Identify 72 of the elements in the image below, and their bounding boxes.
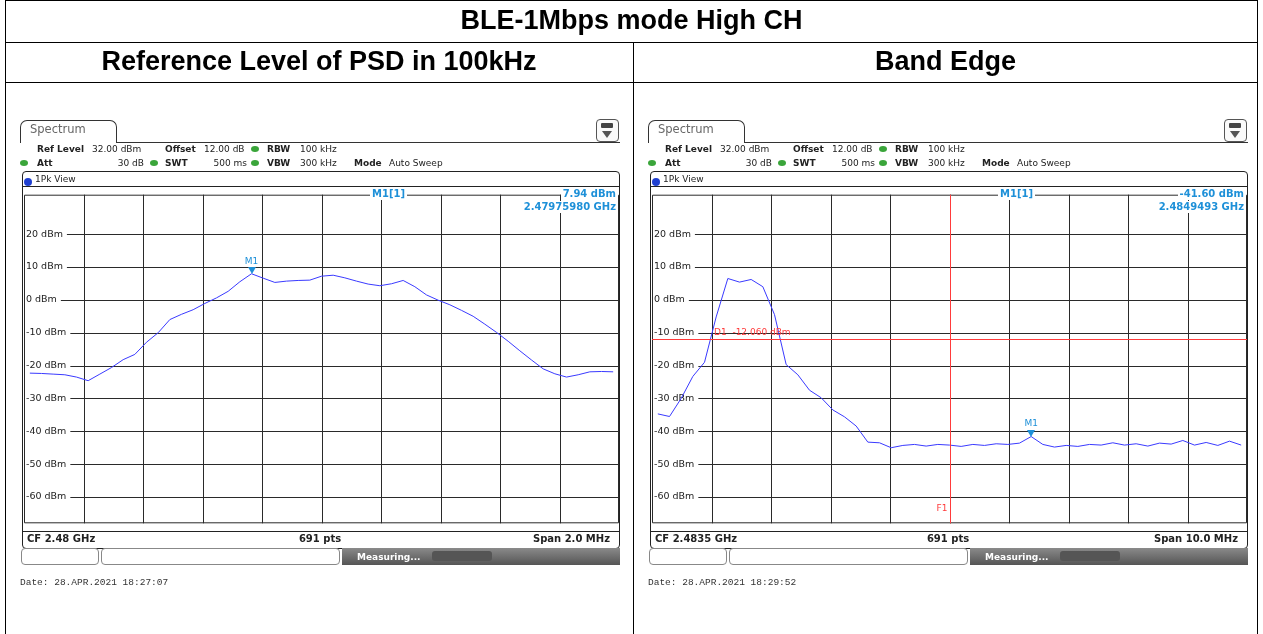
y-tick-label: 10 dBm <box>654 260 691 272</box>
text: Auto Sweep <box>389 157 443 169</box>
text: 1Pk View <box>663 173 704 185</box>
y-tick-label: -60 dBm <box>654 490 695 502</box>
text: Mode <box>354 157 382 169</box>
text: Date: 28.APR.2021 18:29:52 <box>648 577 797 589</box>
text: 691 pts <box>298 533 342 545</box>
text: Ref Level <box>37 143 84 155</box>
text: VBW <box>895 157 919 169</box>
text: F1 <box>936 503 948 514</box>
text: Auto Sweep <box>1017 157 1071 169</box>
text: Att <box>665 157 681 169</box>
y-tick-label: -40 dBm <box>654 424 695 436</box>
y-tick-label: -50 dBm <box>26 457 67 469</box>
text: 300 kHz <box>300 157 337 169</box>
y-tick-label: 10 dBm <box>26 260 63 272</box>
chart-title: Band Edge <box>874 46 1017 77</box>
y-tick-label: -50 dBm <box>654 457 695 469</box>
y-tick-label: 20 dBm <box>654 227 691 239</box>
chart-subtitle: Reference Level of PSD in 100kHz <box>100 46 538 77</box>
annotation: M1[1] <box>998 188 1036 200</box>
text: Att <box>37 157 53 169</box>
y-tick-label: -20 dBm <box>26 359 67 371</box>
text: 30 dB <box>745 157 772 169</box>
text: CF 2.4835 GHz <box>655 533 738 545</box>
text: 32.00 dBm <box>720 143 770 155</box>
text: 12.00 dB <box>204 143 245 155</box>
text: 300 kHz <box>928 157 965 169</box>
y-tick-label: -40 dBm <box>26 424 67 436</box>
y-tick-label: 0 dBm <box>26 293 57 305</box>
text: 100 kHz <box>928 143 965 155</box>
text: RBW <box>895 143 919 155</box>
annotation: 2.4849493 GHz <box>1156 201 1246 213</box>
annotation: M1 <box>1024 418 1038 429</box>
text: Offset <box>793 143 824 155</box>
y-tick-label: -20 dBm <box>654 359 695 371</box>
text: Offset <box>165 143 196 155</box>
text: Date: 28.APR.2021 18:27:07 <box>20 577 169 589</box>
text: 500 ms <box>841 157 875 169</box>
y-tick-label: -10 dBm <box>26 326 67 338</box>
text: Spectrum <box>30 122 86 136</box>
y-tick-label: 0 dBm <box>654 293 685 305</box>
text: Span 10.0 MHz <box>1153 533 1238 545</box>
text: 32.00 dBm <box>92 143 142 155</box>
annotation: M1[1] <box>370 188 408 200</box>
text: 30 dB <box>117 157 144 169</box>
text: Measuring... <box>985 551 1049 563</box>
text: Measuring... <box>357 551 421 563</box>
text: Spectrum <box>658 122 714 136</box>
annotation: -41.60 dBm <box>1177 188 1246 200</box>
text: 100 kHz <box>300 143 337 155</box>
text: SWT <box>793 157 816 169</box>
text: CF 2.48 GHz <box>27 533 96 545</box>
y-tick-label: -10 dBm <box>654 326 695 338</box>
text: 12.00 dB <box>832 143 873 155</box>
y-tick-label: -30 dBm <box>654 391 695 403</box>
annotation: M1 <box>244 255 259 266</box>
annotation: 2.47975980 GHz <box>521 201 618 213</box>
chart-title: BLE-1Mbps mode High CH <box>459 5 804 36</box>
annotation: 7.94 dBm <box>560 188 618 200</box>
text: RBW <box>267 143 291 155</box>
text: VBW <box>267 157 291 169</box>
text: Mode <box>982 157 1010 169</box>
text: SWT <box>165 157 188 169</box>
text: 691 pts <box>926 533 970 545</box>
y-tick-label: -60 dBm <box>26 490 67 502</box>
text: Span 2.0 MHz <box>532 533 610 545</box>
y-tick-label: 20 dBm <box>26 227 63 239</box>
text: Ref Level <box>665 143 712 155</box>
text: 1Pk View <box>35 173 76 185</box>
text: 500 ms <box>213 157 247 169</box>
y-tick-label: -30 dBm <box>26 391 67 403</box>
